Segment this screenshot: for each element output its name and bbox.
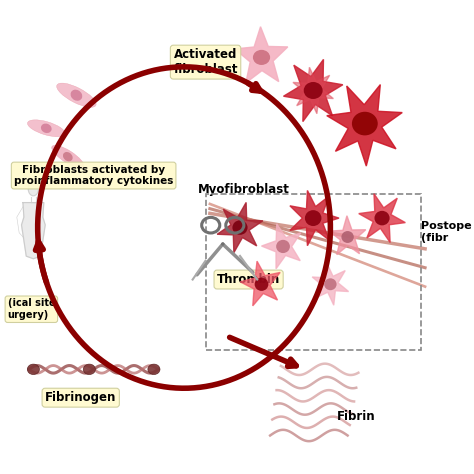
Ellipse shape <box>352 112 378 136</box>
Ellipse shape <box>71 90 82 101</box>
Bar <box>206 194 421 350</box>
Ellipse shape <box>27 120 65 137</box>
Ellipse shape <box>148 364 160 374</box>
Polygon shape <box>329 216 366 255</box>
Text: Activated
fibroblast: Activated fibroblast <box>173 48 238 76</box>
Text: Fibroblasts activated by
proinflammatory cytokines: Fibroblasts activated by proinflammatory… <box>14 165 173 186</box>
Text: Myofibroblast: Myofibroblast <box>198 183 290 196</box>
Text: (ical site
urgery): (ical site urgery) <box>8 299 55 320</box>
Polygon shape <box>240 261 280 306</box>
Ellipse shape <box>324 278 337 290</box>
Ellipse shape <box>253 50 270 65</box>
Ellipse shape <box>83 364 95 374</box>
Ellipse shape <box>52 146 84 168</box>
Polygon shape <box>312 264 348 305</box>
Ellipse shape <box>276 240 290 253</box>
Polygon shape <box>217 202 263 253</box>
Polygon shape <box>21 202 45 259</box>
Ellipse shape <box>374 211 390 225</box>
Ellipse shape <box>221 242 225 246</box>
Text: Fibrinogen: Fibrinogen <box>45 391 117 404</box>
Ellipse shape <box>63 152 73 161</box>
Text: Thrombin: Thrombin <box>217 273 280 286</box>
Polygon shape <box>293 67 333 114</box>
Ellipse shape <box>232 220 247 235</box>
Ellipse shape <box>28 181 38 196</box>
Text: Fibrin: Fibrin <box>337 410 375 423</box>
Polygon shape <box>290 191 339 246</box>
Ellipse shape <box>57 83 96 107</box>
Ellipse shape <box>304 82 323 99</box>
Polygon shape <box>359 194 405 243</box>
Ellipse shape <box>255 278 268 291</box>
Text: Postope
(fibr: Postope (fibr <box>421 221 472 243</box>
Polygon shape <box>235 27 288 83</box>
Ellipse shape <box>341 231 354 243</box>
Ellipse shape <box>27 364 39 374</box>
Polygon shape <box>262 224 301 269</box>
Ellipse shape <box>305 210 321 226</box>
Polygon shape <box>327 84 402 166</box>
Polygon shape <box>283 59 343 121</box>
Ellipse shape <box>41 124 52 133</box>
